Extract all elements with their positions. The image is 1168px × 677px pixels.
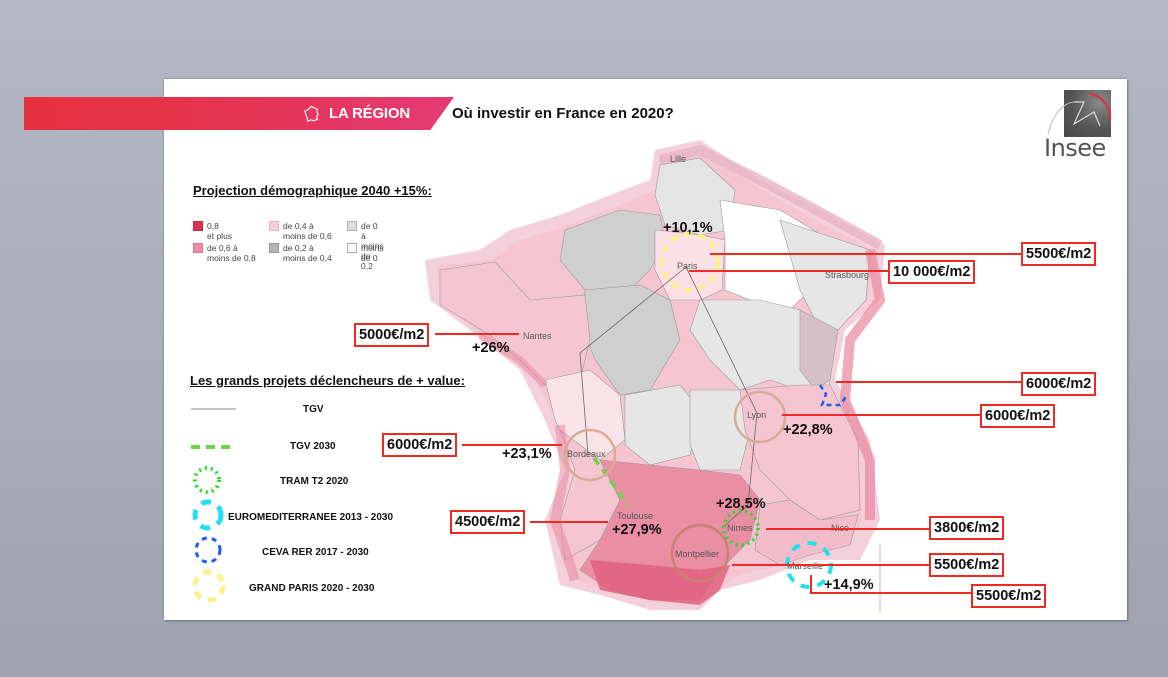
- price-lyon: 6000€/m2: [980, 404, 1056, 428]
- banner-title: LA RÉGION: [329, 105, 410, 122]
- legend-tgv: TGV: [303, 404, 324, 415]
- legend-item: moins de 0: [347, 243, 384, 263]
- legend-swatch: [347, 221, 357, 231]
- leader-paris-outer: [710, 253, 1022, 255]
- price-paris-outer: 5500€/m2: [1021, 242, 1097, 266]
- ceva-circle-icon: [194, 536, 222, 564]
- price-bordeaux: 6000€/m2: [382, 433, 458, 457]
- bordeaux-circle: [563, 428, 617, 482]
- legend-label: de 0,2 à: [283, 243, 314, 253]
- city-paris: Paris: [677, 261, 698, 271]
- nimes-tram-circle: [722, 509, 760, 547]
- growth-paris: +10,1%: [663, 220, 713, 236]
- city-strasbourg: Strasbourg: [825, 270, 870, 280]
- legend-label: moins de 0,2: [361, 241, 384, 271]
- france-map: [425, 140, 886, 612]
- price-geneva-area: 6000€/m2: [1021, 372, 1097, 396]
- leader-toulouse: [530, 521, 608, 523]
- leader-montpellier: [732, 564, 930, 566]
- price-montpellier: 5500€/m2: [929, 553, 1005, 577]
- city-nimes: Nimes: [727, 523, 753, 533]
- tgv2030-line: [592, 456, 630, 507]
- legend-label: moins de 0: [361, 243, 384, 263]
- euromed-circle-icon: [192, 499, 224, 531]
- legend-item: de 0,6 à moins de 0,8: [193, 243, 256, 263]
- legend-label: et plus: [207, 231, 233, 241]
- price-marseille: 5500€/m2: [971, 584, 1047, 608]
- leader-bordeaux: [462, 444, 562, 446]
- legend-swatch: [193, 243, 203, 253]
- leader-nimes: [766, 528, 930, 530]
- growth-marseille: +14,9%: [824, 577, 874, 593]
- legend-tgv-2030: TGV 2030: [290, 441, 336, 452]
- legend-item: 0,8 et plus: [193, 221, 232, 241]
- tgv-line-bordeaux: [579, 266, 687, 456]
- projects-legend-title: Les grands projets déclencheurs de + val…: [190, 373, 465, 388]
- montpellier-circle: [670, 523, 730, 583]
- legend-label: de 0,4 à: [283, 221, 314, 231]
- legend-euromed: EUROMEDITERRANEE 2013 - 2030: [228, 512, 394, 523]
- region-limousin: [624, 384, 701, 466]
- legend-item: de 0,4 à moins de 0,6: [269, 221, 332, 241]
- price-toulouse: 4500€/m2: [450, 510, 526, 534]
- city-nantes: Nantes: [523, 331, 552, 341]
- legend-tram: TRAM T2 2020: [280, 476, 349, 487]
- growth-bordeaux: +23,1%: [502, 446, 552, 462]
- france-outline-icon: [304, 105, 319, 122]
- legend-label: de 0,6 à: [207, 243, 238, 253]
- legend-item: de 0 à moins de 0,2: [347, 221, 384, 271]
- legend-label: moins de 0,4: [283, 253, 332, 263]
- page-title: Où investir en France en 2020?: [452, 105, 674, 122]
- lyon-circle: [733, 390, 787, 444]
- section-banner: LA RÉGION: [24, 97, 454, 130]
- city-montpellier: Montpellier: [675, 549, 720, 559]
- logo-text: Insee: [1044, 134, 1106, 162]
- region-hauts-de-france: [654, 157, 736, 236]
- legend-label: moins de 0,6: [283, 231, 332, 241]
- insee-logo: Insee: [1040, 90, 1120, 164]
- city-toulouse: Toulouse: [617, 511, 654, 521]
- region-normandie: [559, 209, 666, 301]
- population-legend: 0,8 et plus de 0,6 à moins de 0,8 de 0,4 à…: [193, 218, 384, 271]
- tgv-line-lyon-montpellier: [685, 266, 758, 529]
- legend-label: 0,8: [207, 221, 219, 231]
- leader-marseille-vert: [810, 575, 812, 593]
- leader-nantes: [435, 333, 519, 335]
- population-legend-title: Projection démographique 2040 +15%:: [193, 183, 432, 198]
- logo-swoosh-icon: [1047, 93, 1112, 135]
- legend-swatch: [193, 221, 203, 231]
- legend-swatch: [347, 243, 357, 253]
- legend-swatch: [269, 243, 279, 253]
- price-nimes: 3800€/m2: [929, 516, 1005, 540]
- leader-marseille: [810, 592, 972, 594]
- logo-mark: [1064, 90, 1111, 137]
- region-rhone-alpes: [739, 384, 861, 521]
- legend-item: de 0,2 à moins de 0,4: [269, 243, 332, 263]
- leader-lyon: [782, 414, 981, 416]
- region-paca: [754, 499, 859, 566]
- growth-toulouse: +27,9%: [612, 522, 662, 538]
- grandparis-circle-icon: [192, 569, 226, 603]
- city-bordeaux: Bordeaux: [567, 449, 606, 459]
- growth-nantes: +26%: [472, 340, 510, 356]
- projects-legend-symbols: [191, 408, 236, 603]
- growth-nimes: +28,5%: [716, 496, 766, 512]
- price-nantes: 5000€/m2: [354, 323, 430, 347]
- leader-geneva: [836, 381, 1022, 383]
- price-paris: 10 000€/m2: [888, 260, 976, 284]
- grand-paris-circle: [660, 232, 720, 292]
- city-marseille: Marseille: [787, 561, 824, 571]
- growth-lyon: +22,8%: [783, 422, 833, 438]
- legend-grand-paris: GRAND PARIS 2020 - 2030: [249, 583, 375, 594]
- legend-ceva: CEVA RER 2017 - 2030: [262, 547, 369, 558]
- ceva-outline: [818, 384, 850, 407]
- legend-swatch: [269, 221, 279, 231]
- tram-circle-icon: [193, 466, 221, 494]
- city-lyon: Lyon: [747, 410, 767, 420]
- city-lille: Lille: [670, 154, 687, 164]
- leader-paris: [689, 270, 889, 272]
- legend-label: moins de 0,8: [207, 253, 256, 263]
- legend-label: de 0 à: [361, 221, 378, 241]
